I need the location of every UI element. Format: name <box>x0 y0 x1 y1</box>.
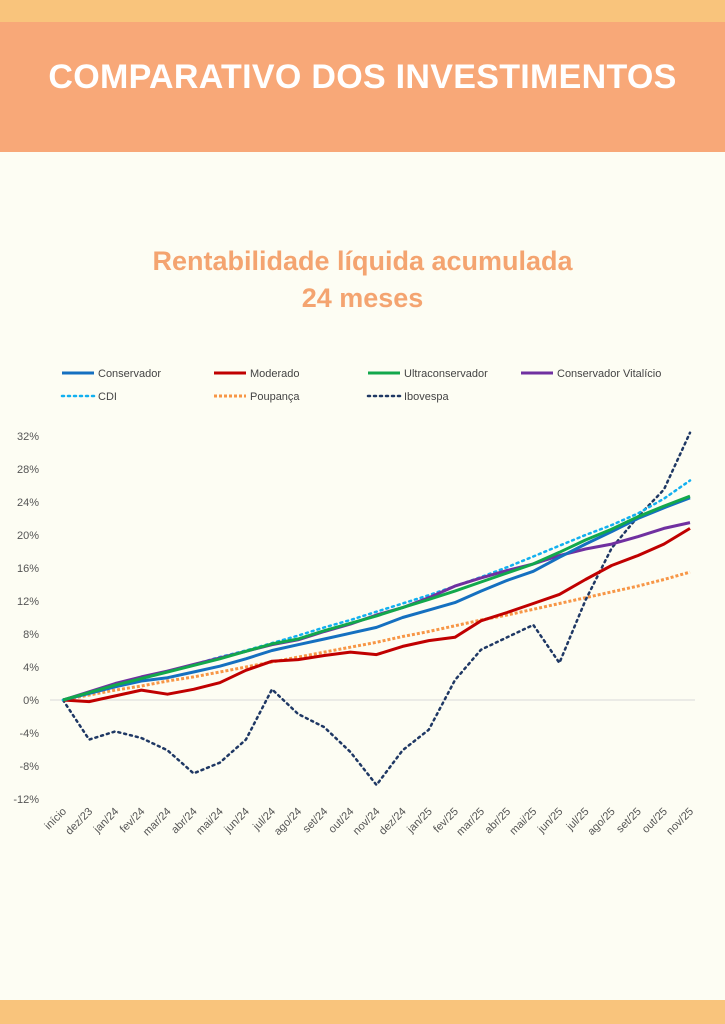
x-tick-label: nov/25 <box>664 806 696 838</box>
y-tick-label: 12% <box>17 596 39 608</box>
y-tick-label: 24% <box>17 497 39 509</box>
x-tick-label: jan/25 <box>404 806 434 836</box>
series-line-conservador <box>62 496 691 702</box>
x-tick-label: dez/23 <box>63 806 95 838</box>
y-tick-label: 20% <box>17 530 39 542</box>
x-tick-label: dez/24 <box>377 806 409 838</box>
y-tick-label: 0% <box>23 695 39 707</box>
x-tick-label: abr/25 <box>483 806 514 837</box>
x-tick-label: mar/24 <box>141 806 174 839</box>
legend-label: Ibovespa <box>404 391 450 403</box>
legend-label: CDI <box>98 391 117 403</box>
legend-label: Conservador <box>98 368 161 380</box>
chart-title: Rentabilidade líquida acumulada 24 meses <box>0 243 725 317</box>
y-tick-label: 32% <box>17 431 39 443</box>
series-line-cdi <box>61 479 692 702</box>
y-tick-label: -8% <box>19 761 39 773</box>
y-tick-label: 4% <box>23 662 39 674</box>
x-tick-label: abr/24 <box>169 806 200 837</box>
chart-subtitle: 24 meses <box>301 283 424 313</box>
y-tick-label: 28% <box>17 464 39 476</box>
legend-label: Conservador Vitalício <box>557 368 661 380</box>
x-tick-label: ago/25 <box>585 806 617 838</box>
legend-label: Moderado <box>250 368 300 380</box>
x-tick-label: mai/25 <box>508 806 540 838</box>
x-tick-label: set/25 <box>614 806 644 836</box>
legend-label: Poupança <box>250 391 300 403</box>
series-line-moderado <box>62 527 691 704</box>
x-tick-label: jan/24 <box>91 806 121 836</box>
x-tick-label: jun/25 <box>535 806 565 836</box>
x-tick-label: set/24 <box>301 806 331 836</box>
y-tick-label: -12% <box>13 794 39 806</box>
x-tick-label: jun/24 <box>222 806 252 836</box>
y-tick-label: 8% <box>23 629 39 641</box>
series-line-poupan-a <box>62 570 691 702</box>
page-title: COMPARATIVO DOS INVESTIMENTOS <box>48 58 677 96</box>
chart-title-line1: Rentabilidade líquida acumulada <box>152 246 573 276</box>
y-tick-label: 16% <box>17 563 39 575</box>
x-tick-label: mai/24 <box>194 806 226 838</box>
x-tick-label: nov/24 <box>351 806 383 838</box>
x-tick-label: mar/25 <box>454 806 487 839</box>
header-banner: COMPARATIVO DOS INVESTIMENTOS <box>0 22 725 152</box>
series-line-ultraconservador <box>62 494 691 702</box>
x-tick-label: ago/24 <box>272 806 304 838</box>
line-chart: 32%28%24%20%16%12%8%4%0%-4%-8%-12%início… <box>13 368 696 839</box>
y-tick-label: -4% <box>19 728 39 740</box>
legend-label: Ultraconservador <box>404 368 488 380</box>
bottom-stripe <box>0 1000 725 1024</box>
series-line-ibovespa <box>61 431 692 787</box>
